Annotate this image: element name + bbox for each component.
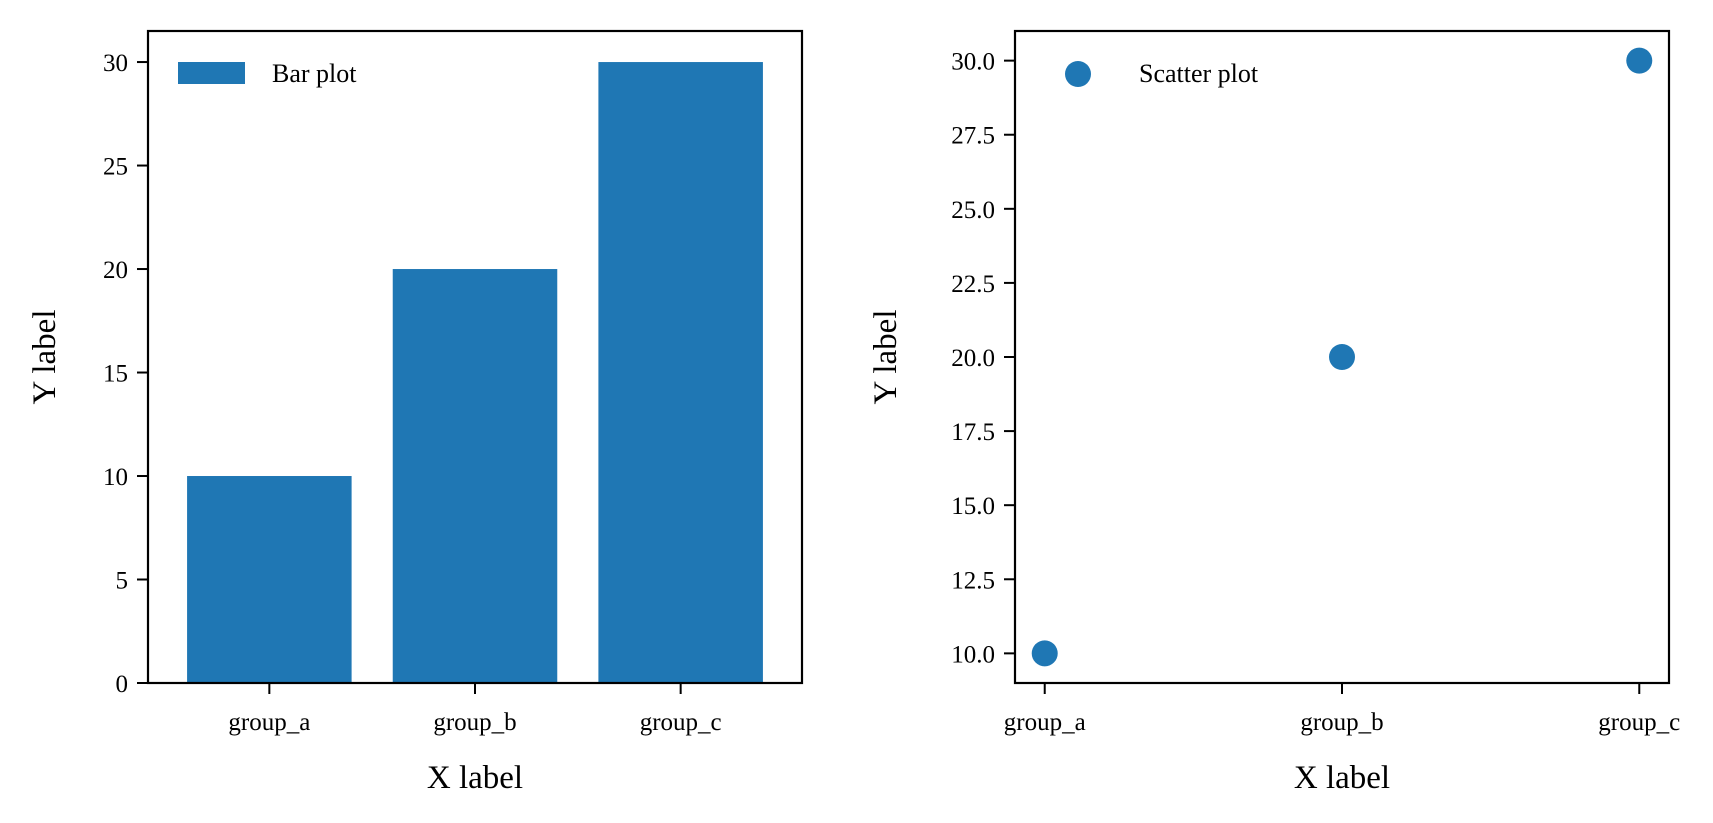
scatter-point-group_b [1329, 344, 1355, 370]
bar-group_b [392, 269, 558, 683]
scatter-y-tick-label: 10.0 [951, 641, 995, 668]
bar-legend-swatch [178, 62, 245, 84]
scatter-x-tick-label: group_b [1300, 709, 1383, 736]
bar-y-axis-label: Y label [27, 310, 63, 405]
bar-axes-frame [146, 29, 804, 685]
scatter-point-group_a [1031, 640, 1058, 667]
bar-chart-panel: group_a group_b group_c 0 5 10 15 20 25 30 Bar p… [27, 29, 804, 796]
bar-x-tick-label: group_c [640, 709, 722, 736]
bar-x-axis-ticks: group_a group_b group_c [228, 683, 722, 736]
scatter-chart-panel: group_a group_b group_c 10.0 12.5 15.0 17.5 20… [868, 29, 1680, 796]
scatter-x-axis-label: X label [1294, 760, 1390, 796]
bar-x-tick-label: group_b [433, 709, 516, 736]
scatter-y-tick-label: 15.0 [951, 493, 995, 520]
bar-legend-label: Bar plot [272, 59, 357, 88]
scatter-axes-frame [1013, 29, 1671, 685]
bar-legend: Bar plot [178, 59, 357, 88]
bar-y-tick-label: 25 [103, 154, 128, 181]
bar-group_a [187, 476, 352, 683]
scatter-y-tick-label: 25.0 [951, 197, 995, 224]
scatter-y-tick-label: 17.5 [951, 419, 995, 446]
scatter-point-group_c [1626, 47, 1653, 74]
bar-y-tick-label: 10 [103, 464, 128, 491]
bar-y-axis-ticks: 0 5 10 15 20 25 30 [103, 50, 148, 698]
scatter-y-tick-label: 20.0 [951, 345, 995, 372]
bar-y-tick-label: 15 [103, 361, 128, 388]
bar-y-tick-label: 30 [103, 50, 128, 77]
scatter-y-tick-label: 22.5 [951, 271, 995, 298]
scatter-y-tick-label: 30.0 [951, 49, 995, 76]
bar-group_c [598, 62, 763, 684]
scatter-legend-label: Scatter plot [1139, 59, 1259, 88]
scatter-y-tick-label: 27.5 [951, 123, 995, 150]
scatter-legend: Scatter plot [1065, 59, 1259, 88]
scatter-x-axis-ticks: group_a group_b group_c [1004, 683, 1680, 736]
bar-series [187, 62, 763, 684]
scatter-y-axis-label: Y label [868, 310, 904, 405]
bar-x-axis-label: X label [427, 760, 523, 796]
bar-y-tick-label: 5 [116, 568, 129, 595]
bar-y-tick-label: 20 [103, 257, 128, 284]
bar-y-tick-label: 0 [116, 671, 129, 698]
bar-x-tick-label: group_a [228, 709, 310, 736]
scatter-y-tick-label: 12.5 [951, 567, 995, 594]
scatter-series [1031, 47, 1653, 667]
scatter-legend-marker [1065, 61, 1091, 87]
scatter-x-tick-label: group_c [1598, 709, 1680, 736]
scatter-x-tick-label: group_a [1004, 709, 1086, 736]
scatter-y-axis-ticks: 10.0 12.5 15.0 17.5 20.0 22.5 25.0 27.5 30.0 [951, 49, 1015, 668]
